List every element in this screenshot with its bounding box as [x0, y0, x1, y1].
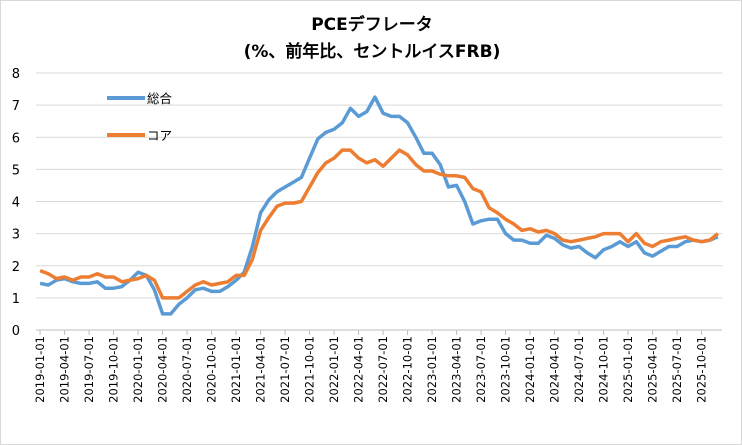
x-tick-label: 2023-10-01 [499, 336, 513, 403]
x-tick-label: 2019-01-01 [33, 336, 47, 403]
x-tick-label: 2019-07-01 [82, 336, 96, 403]
y-tick-label: 3 [12, 228, 20, 243]
series-line-headline [39, 95, 719, 316]
y-tick-label: 7 [12, 99, 20, 114]
x-tick-label: 2020-07-01 [180, 336, 194, 403]
x-tick-label: 2025-07-01 [670, 336, 684, 403]
x-tick-label: 2020-01-01 [131, 336, 145, 403]
x-tick-label: 2019-04-01 [58, 336, 72, 403]
x-tick-label: 2024-04-01 [548, 336, 562, 403]
y-tick-label: 2 [12, 260, 20, 275]
y-tick-label: 0 [12, 324, 20, 339]
series-line-core [39, 148, 719, 300]
x-tick-label: 2025-04-01 [646, 336, 660, 403]
y-tick-label: 8 [12, 67, 20, 82]
chart-title: PCEデフレータ [311, 14, 433, 35]
x-tick-label: 2022-10-01 [401, 336, 415, 403]
x-tick-label: 2021-01-01 [229, 336, 243, 403]
y-tick-label: 6 [12, 131, 20, 146]
legend-label-core: コア [147, 128, 172, 143]
x-tick-label: 2022-01-01 [327, 336, 341, 403]
y-tick-label: 5 [12, 163, 20, 178]
x-tick-label: 2022-07-01 [376, 336, 390, 403]
x-tick-label: 2025-01-01 [621, 336, 635, 403]
x-tick-label: 2022-04-01 [352, 336, 366, 403]
y-tick-label: 4 [12, 196, 20, 211]
x-tick-label: 2021-10-01 [303, 336, 317, 403]
legend-label-headline: 総合 [147, 91, 173, 106]
y-tick-label: 1 [12, 292, 20, 307]
x-tick-label: 2024-01-01 [523, 336, 537, 403]
x-tick-label: 2023-01-01 [425, 336, 439, 403]
x-tick-label: 2024-07-01 [572, 336, 586, 403]
x-tick-label: 2021-04-01 [254, 336, 268, 403]
x-tick-label: 2019-10-01 [107, 336, 121, 403]
x-tick-label: 2023-04-01 [450, 336, 464, 403]
x-tick-label: 2023-07-01 [474, 336, 488, 403]
chart-subtitle: (%、前年比、セントルイスFRB) [244, 41, 501, 62]
x-tick-label: 2025-10-01 [695, 336, 709, 403]
legend: 総合 コア [107, 91, 173, 143]
x-tick-label: 2024-10-01 [597, 336, 611, 403]
x-tick-label: 2020-10-01 [205, 336, 219, 403]
x-tick-label: 2021-07-01 [278, 336, 292, 403]
x-tick-label: 2020-04-01 [156, 336, 170, 403]
